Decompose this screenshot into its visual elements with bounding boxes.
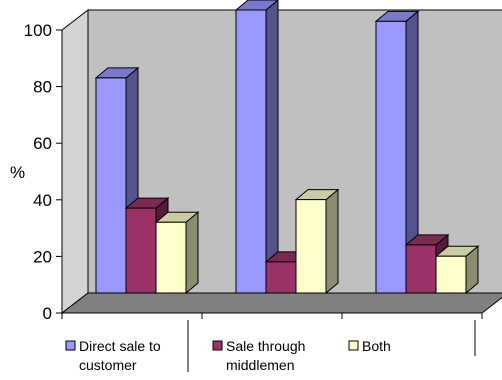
- y-tick-label: 0: [43, 304, 52, 323]
- y-tick-label: 80: [33, 78, 52, 97]
- y-tick-label: 20: [33, 247, 52, 266]
- legend-label: Both: [362, 338, 391, 354]
- chart-side-wall: [61, 8, 89, 315]
- legend-swatch: [65, 340, 76, 351]
- bar-3-3: [434, 245, 480, 295]
- legend-label: Direct sale to: [79, 338, 161, 354]
- legend-item-1: Direct sale to customer: [65, 338, 161, 373]
- bar-3-2: [294, 188, 340, 295]
- legend-item-2: Sale through middlemen: [212, 338, 305, 373]
- legend-label: Sale through: [226, 338, 305, 354]
- legend-swatch: [212, 340, 223, 351]
- bar-1-3: [374, 10, 420, 295]
- legend-label: middlemen: [226, 357, 294, 373]
- y-axis-label: %: [10, 163, 25, 182]
- y-tick-label: 100: [24, 21, 52, 40]
- y-tick-label: 40: [33, 191, 52, 210]
- chart-floor: [60, 292, 502, 314]
- bar-3-1: [154, 211, 200, 295]
- y-tick-label: 60: [33, 134, 52, 153]
- legend-swatch: [348, 340, 359, 351]
- bar-1-2: [234, 0, 279, 295]
- legend-label: customer: [79, 357, 137, 373]
- legend-item-3: Both: [348, 338, 391, 354]
